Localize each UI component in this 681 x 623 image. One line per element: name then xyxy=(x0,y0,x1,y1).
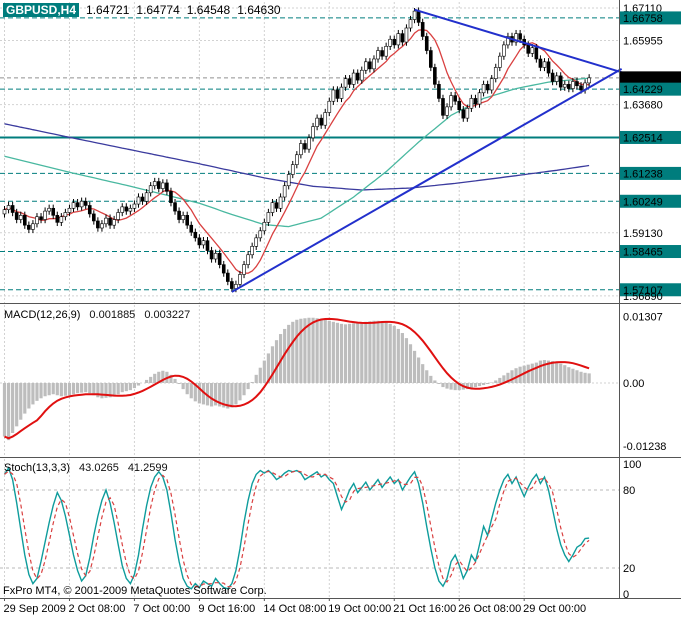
price-scale-label: 1.60249 xyxy=(623,196,663,208)
price-scale-label: 1.65955 xyxy=(623,36,663,48)
macd-signal-line xyxy=(4,317,590,440)
stoch-value: 43.0265 xyxy=(79,462,119,474)
macd-name: MACD(12,26,9) xyxy=(4,309,81,321)
price-scale-label: 1.59130 xyxy=(623,228,663,240)
time-axis-label: 21 Oct 16:00 xyxy=(393,603,456,615)
price-scale-label: 1.62514 xyxy=(623,132,663,144)
time-axis-label: 29 Sep 2009 xyxy=(4,603,66,615)
ohlc-low: 1.64548 xyxy=(186,3,231,17)
ma-slow xyxy=(4,123,590,191)
time-axis-label: 26 Oct 08:00 xyxy=(458,603,521,615)
macd-signal-value: 0.003227 xyxy=(144,309,191,321)
ohlc-high: 1.64774 xyxy=(136,3,180,17)
macd-scale-label: 0.00 xyxy=(623,378,644,390)
trendline[interactable] xyxy=(414,8,655,84)
copyright-label: FxPro MT4, © 2001-2009 MetaQuotes Softwa… xyxy=(3,585,267,597)
price-scale-label: 1.64229 xyxy=(623,84,663,96)
symbol-timeframe-badge: GBPUSD,H4 xyxy=(3,3,80,17)
price-scale-label: 1.58465 xyxy=(623,247,663,259)
stoch-indicator-label: Stoch(13,3,3) 43.0265 41.2599 xyxy=(4,462,168,474)
time-axis-label: 29 Oct 00:00 xyxy=(523,603,586,615)
stoch-scale-label: 100 xyxy=(623,459,641,471)
macd-scale-label: -0.01238 xyxy=(623,441,666,453)
time-axis-label: 2 Oct 08:00 xyxy=(68,603,125,615)
chart-header: GBPUSD,H4 1.64721 1.64774 1.64548 1.6463… xyxy=(3,3,281,17)
price-scale-label: 1.66758 xyxy=(623,13,663,25)
macd-indicator-label: MACD(12,26,9) 0.001885 0.003227 xyxy=(4,309,190,321)
time-axis-label: 14 Oct 08:00 xyxy=(263,603,326,615)
stochastic-panel[interactable] xyxy=(0,459,619,598)
stoch-scale-label: 80 xyxy=(623,485,635,497)
stoch-scale-label: 20 xyxy=(623,563,635,575)
macd-histogram xyxy=(2,317,591,441)
price-scale-label: 1.56890 xyxy=(623,291,663,303)
stoch-scale-label: 0 xyxy=(623,589,629,601)
time-axis-label: 19 Oct 00:00 xyxy=(328,603,391,615)
ohlc-close: 1.64630 xyxy=(237,3,281,17)
macd-panel[interactable] xyxy=(0,305,619,457)
main-price-panel[interactable] xyxy=(0,2,619,303)
price-scale-label: 1.61238 xyxy=(623,168,663,180)
stoch-name: Stoch(13,3,3) xyxy=(4,462,71,474)
macd-value: 0.001885 xyxy=(89,309,136,321)
candles-layer xyxy=(2,7,591,293)
stoch-signal-value: 41.2599 xyxy=(127,462,168,474)
ma-fast xyxy=(4,29,590,274)
price-scale-label: 1.63680 xyxy=(623,100,663,112)
stoch-main-line xyxy=(3,466,590,590)
price-scale-label: 1.64630 xyxy=(623,73,663,85)
price-scale-label: 1.57107 xyxy=(623,285,663,297)
trendline[interactable] xyxy=(231,67,623,293)
time-axis-label: 7 Oct 00:00 xyxy=(133,603,190,615)
time-axis-label: 9 Oct 16:00 xyxy=(198,603,255,615)
stoch-signal-line xyxy=(4,470,590,588)
ohlc-open: 1.64721 xyxy=(86,3,130,17)
macd-scale-label: 0.01307 xyxy=(623,311,663,323)
